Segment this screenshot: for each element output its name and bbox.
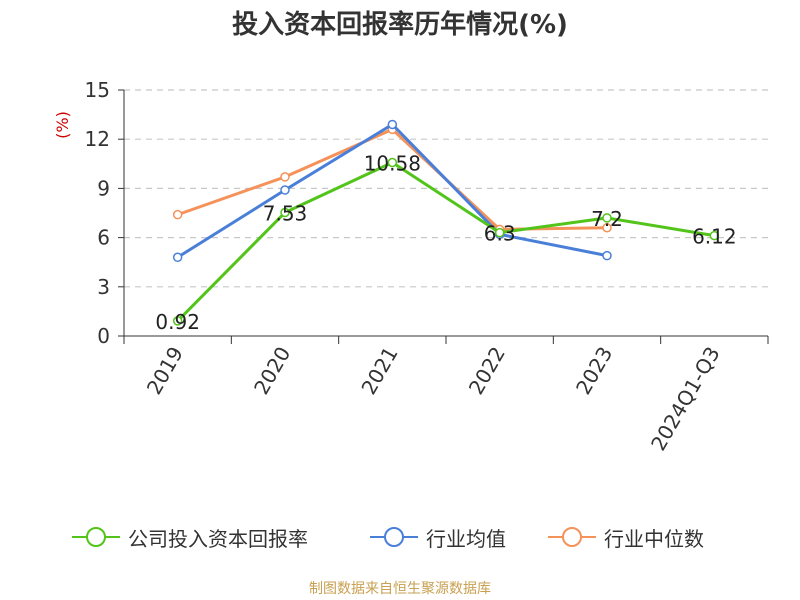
- chart-title: 投入资本回报率历年情况(%): [232, 10, 568, 40]
- data-point: [172, 252, 183, 263]
- y-tick-label: 15: [85, 78, 110, 102]
- series-lines: [172, 119, 720, 326]
- x-tick-label: 2019: [142, 343, 188, 399]
- legend-swatch-industry-median: [548, 527, 596, 547]
- x-tick-label: 2024Q1-Q3: [646, 343, 725, 455]
- legend-item-company[interactable]: 公司投入资本回报率: [72, 520, 308, 554]
- y-tick-label: 9: [97, 176, 110, 200]
- y-axis-label: (%): [53, 111, 72, 139]
- data-point: [602, 213, 612, 223]
- y-tick-label: 12: [85, 127, 110, 151]
- data-label: 7.53: [263, 202, 308, 226]
- data-point: [602, 223, 612, 233]
- legend: 公司投入资本回报率 行业均值 行业中位数: [0, 520, 800, 554]
- legend-swatch-industry-mean: [370, 527, 418, 547]
- x-tick-label: 2023: [571, 343, 617, 399]
- series-line: [176, 160, 715, 322]
- data-point: [280, 185, 290, 195]
- grid-lines: [124, 89, 768, 288]
- x-tick-label: 2020: [249, 343, 295, 399]
- data-point: [387, 157, 398, 168]
- legend-item-industry-median[interactable]: 行业中位数: [548, 520, 704, 554]
- data-point: [709, 230, 720, 241]
- y-tick-label: 3: [97, 275, 110, 299]
- data-point: [280, 172, 290, 182]
- series-line: [177, 127, 608, 231]
- legend-item-industry-mean[interactable]: 行业均值: [370, 520, 506, 554]
- data-point: [387, 119, 398, 130]
- x-tick-label: 2022: [464, 343, 510, 399]
- legend-label-company: 公司投入资本回报率: [128, 526, 308, 551]
- axes: 0 3 6 9 12 15 (%) 2019 2020 2021 2022 2023 2024Q1-Q3: [53, 78, 769, 455]
- data-label: 6.12: [692, 225, 737, 249]
- data-point: [602, 250, 612, 261]
- y-tick-label: 0: [97, 324, 110, 348]
- legend-label-industry-median: 行业中位数: [604, 526, 704, 551]
- data-point: [172, 316, 183, 326]
- data-label: 0.92: [155, 310, 200, 334]
- data-label: 10.58: [364, 151, 421, 175]
- data-label: 6.3: [484, 222, 516, 246]
- data-point: [172, 209, 183, 220]
- data-point: [494, 227, 505, 238]
- source-note: 制图数据来自恒生聚源数据库: [309, 581, 491, 597]
- data-point: [280, 207, 290, 218]
- legend-swatch-company: [72, 527, 120, 547]
- data-labels: 0.92 7.53 10.58 6.3 7.2 6.12: [155, 151, 736, 333]
- data-label: 7.2: [591, 207, 623, 231]
- y-tick-label: 6: [97, 226, 110, 250]
- legend-label-industry-mean: 行业均值: [426, 526, 506, 551]
- x-tick-label: 2021: [356, 343, 402, 399]
